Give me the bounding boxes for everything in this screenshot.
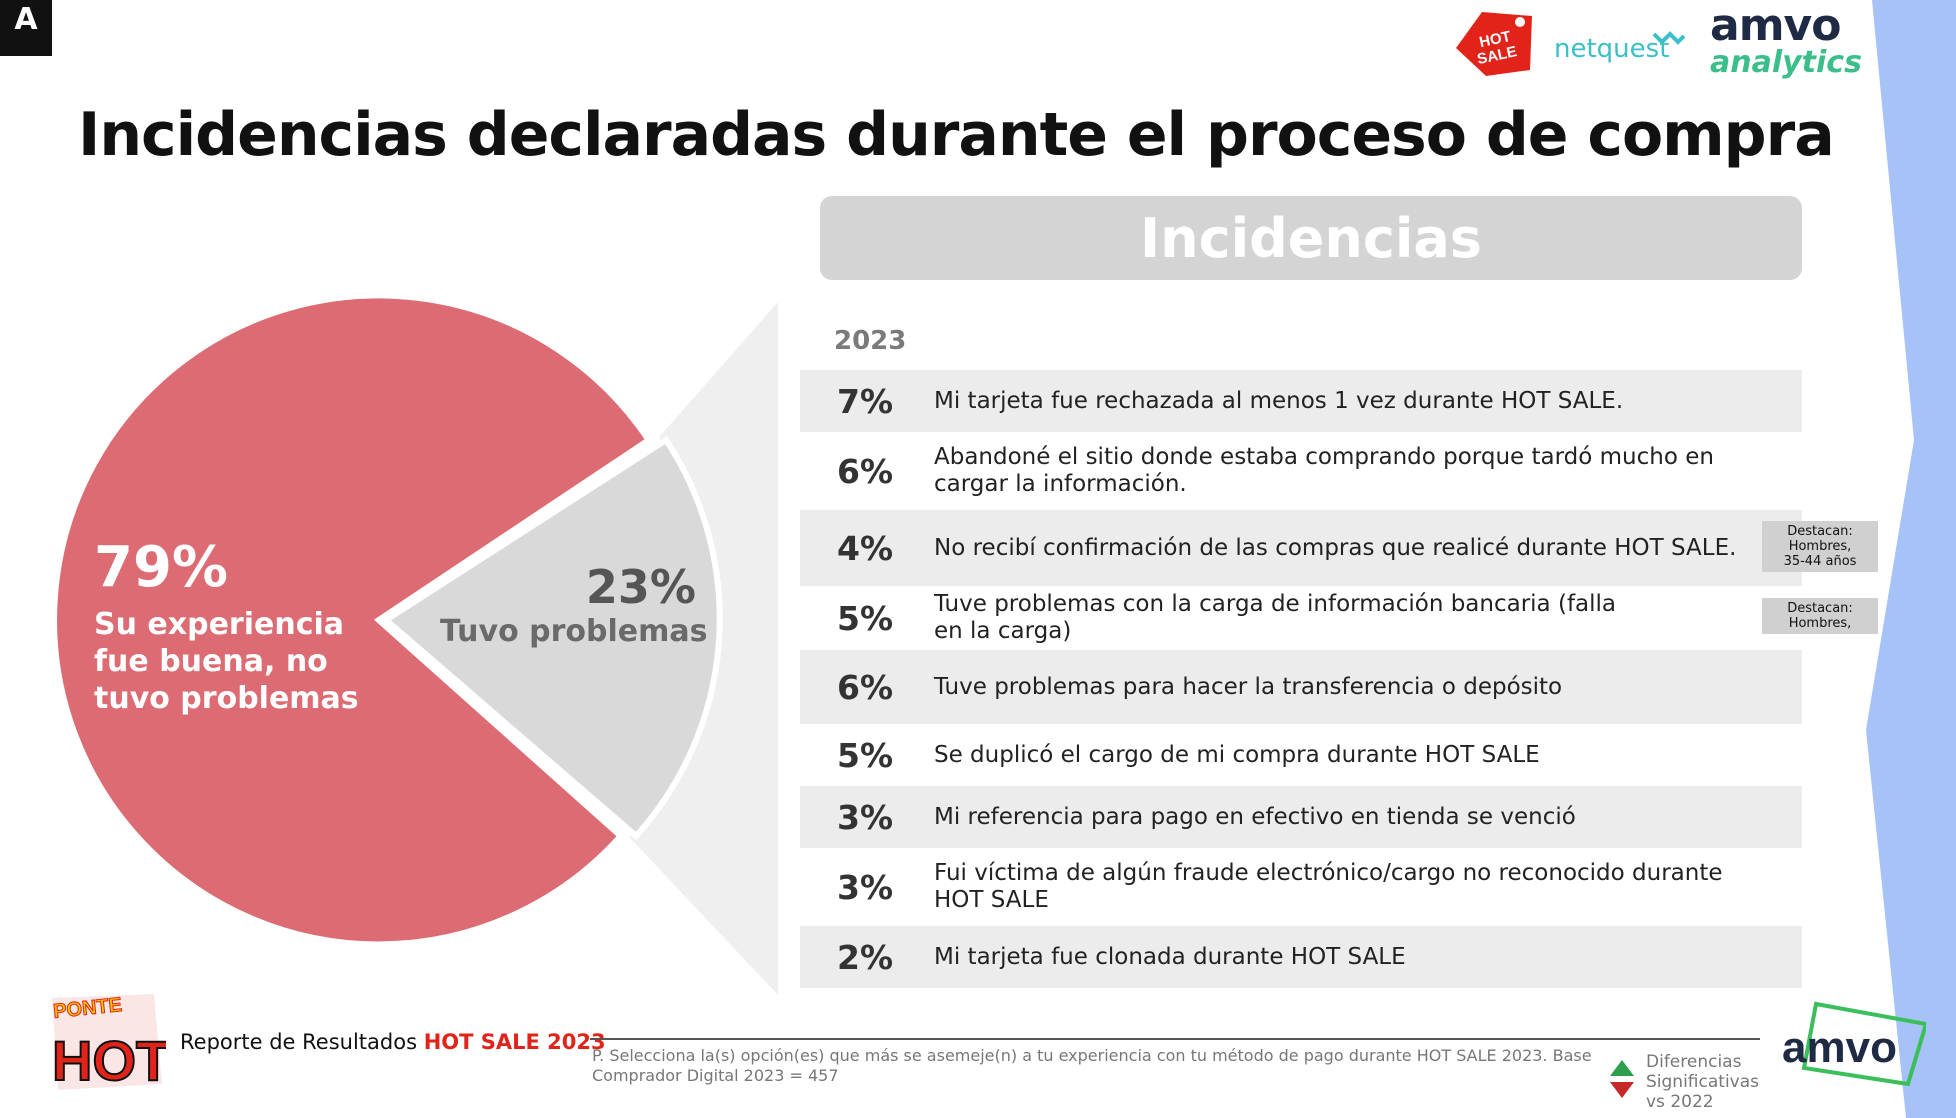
hotsale-logo-line1: HOT: [1478, 28, 1513, 51]
table-row: 4% No recibí confirmación de las compras…: [800, 510, 1802, 586]
report-highlight: HOT SALE 2023: [423, 1030, 606, 1054]
amvo-analytics-logo: amvo analytics: [1710, 0, 1862, 82]
pie-problems-percent: 23%: [585, 560, 696, 614]
significance-arrows-icon: [1610, 1060, 1634, 1098]
table-row: 3% Fui víctima de algún fraude electróni…: [800, 848, 1802, 926]
row-percent: 2%: [836, 937, 894, 977]
table-row: 5% Tuve problemas con la carga de inform…: [800, 586, 1802, 650]
footer-divider: [590, 1038, 1760, 1040]
sig-line: Diferencias: [1646, 1052, 1742, 1072]
table-row: 2% Mi tarjeta fue clonada durante HOT SA…: [800, 926, 1802, 988]
row-text: Se duplicó el cargo de mi compra durante…: [934, 741, 1540, 768]
netquest-waves-icon: [1652, 31, 1686, 45]
netquest-logo: netquest: [1554, 34, 1670, 64]
row-percent: 3%: [836, 797, 894, 837]
pie-problems-description: Tuvo problemas: [440, 614, 708, 649]
table-row: 6% Tuve problemas para hacer la transfer…: [800, 650, 1802, 724]
row-text: No recibí confirmación de las compras qu…: [934, 534, 1737, 561]
report-label: Reporte de Resultados HOT SALE 2023: [180, 1030, 606, 1054]
report-prefix: Reporte de Resultados: [180, 1030, 418, 1054]
note-line: Destacan:: [1787, 601, 1853, 616]
pie-good-description: Su experiencia fue buena, no tuvo proble…: [94, 607, 359, 716]
sig-line: vs 2022: [1646, 1092, 1714, 1112]
note-line: Destacan:: [1787, 524, 1853, 539]
row-text: Tuve problemas para hacer la transferenc…: [934, 673, 1563, 700]
pie-slice-good: [52, 293, 652, 947]
corner-letter: A: [14, 2, 38, 37]
row-text: Fui víctima de algún fraude electrónico/…: [934, 860, 1723, 913]
row-text: Mi tarjeta fue rechazada al menos 1 vez …: [934, 387, 1624, 414]
pie-good-percent: 79%: [94, 535, 229, 600]
row-text: Abandoné el sitio donde estaba comprando…: [934, 444, 1714, 497]
year-label: 2023: [834, 326, 907, 356]
pie-chart: [52, 293, 778, 995]
ponte-hot-logo: PONTE HOT: [51, 993, 166, 1092]
row-percent: 4%: [836, 528, 894, 568]
table-row: 7% Mi tarjeta fue rechazada al menos 1 v…: [800, 370, 1802, 432]
analytics-wordmark: analytics: [1710, 45, 1862, 80]
page-title: Incidencias declaradas durante el proces…: [78, 100, 1835, 170]
right-decoration: [1866, 0, 1956, 1118]
row-percent: 7%: [836, 381, 894, 421]
note-line: 35-44 años: [1783, 554, 1857, 569]
pie-good-label: 79% Su experiencia fue buena, no tuvo pr…: [94, 540, 374, 717]
table-row: 5% Se duplicó el cargo de mi compra dura…: [800, 724, 1802, 786]
hotsale-logo: HOT SALE: [1456, 12, 1532, 76]
amvo-wordmark: amvo: [1710, 0, 1841, 51]
sig-line: Significativas: [1646, 1072, 1759, 1092]
row-text: Mi tarjeta fue clonada durante HOT SALE: [934, 943, 1406, 970]
table-row: 6% Abandoné el sitio donde estaba compra…: [800, 432, 1802, 510]
hot-text: HOT: [52, 1029, 166, 1092]
significance-legend: Diferencias Significativas vs 2022: [1646, 1052, 1786, 1112]
highlight-note: Destacan: Hombres, 35-44 años: [1762, 521, 1878, 572]
row-percent: 6%: [836, 667, 894, 707]
row-percent: 6%: [836, 451, 894, 491]
incidencias-header: Incidencias: [820, 196, 1802, 280]
row-text: Mi referencia para pago en efectivo en t…: [934, 803, 1576, 830]
row-percent: 3%: [836, 867, 894, 907]
note-line: Hombres,: [1788, 616, 1852, 631]
table-row: 3% Mi referencia para pago en efectivo e…: [800, 786, 1802, 848]
row-percent: 5%: [836, 598, 894, 638]
corner-badge: A: [0, 0, 52, 56]
row-percent: 5%: [836, 735, 894, 775]
amvo-bottom-wordmark: amvo: [1782, 1023, 1897, 1072]
amvo-logo: amvo: [1782, 1001, 1926, 1087]
note-line: Hombres,: [1788, 539, 1852, 554]
highlight-note: Destacan: Hombres,: [1762, 598, 1878, 634]
footnote: P. Selecciona la(s) opción(es) que más s…: [592, 1046, 1592, 1085]
row-text: Tuve problemas con la carga de informaci…: [934, 591, 1617, 644]
pie-slice-problems: [381, 435, 723, 841]
